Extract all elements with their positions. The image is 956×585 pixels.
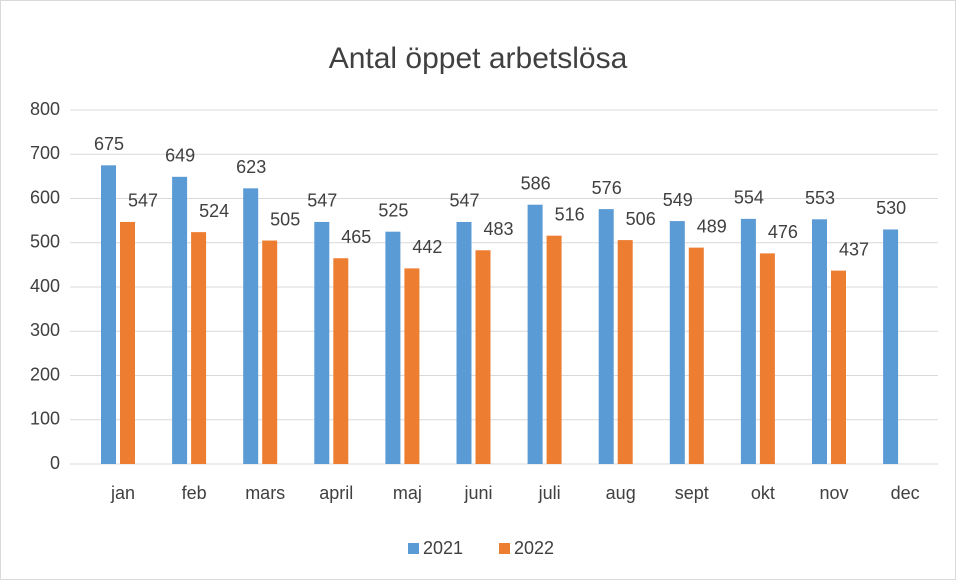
data-label: 437 — [839, 239, 869, 259]
x-tick-label: nov — [819, 483, 848, 503]
data-label: 547 — [128, 191, 158, 211]
data-label: 483 — [483, 219, 513, 239]
data-label: 530 — [876, 198, 906, 218]
y-tick-label: 500 — [30, 232, 60, 252]
x-tick-label: jan — [110, 483, 135, 503]
data-label: 442 — [412, 237, 442, 257]
data-label: 554 — [734, 188, 764, 208]
x-tick-label: maj — [393, 483, 422, 503]
x-tick-label: juni — [463, 483, 492, 503]
data-label: 623 — [236, 157, 266, 177]
bar — [456, 221, 472, 464]
bar — [262, 240, 278, 464]
bar — [120, 221, 135, 464]
x-tick-label: feb — [182, 483, 207, 503]
legend-label: 2021 — [423, 538, 463, 558]
x-tick-label: okt — [751, 483, 775, 503]
bar — [831, 270, 846, 464]
bar — [333, 258, 349, 464]
y-tick-label: 100 — [30, 409, 60, 429]
y-tick-label: 300 — [30, 320, 60, 340]
x-tick-label: sept — [675, 483, 709, 503]
data-label: 675 — [94, 134, 124, 154]
y-tick-label: 700 — [30, 143, 60, 163]
data-label: 649 — [165, 146, 195, 166]
data-label: 516 — [555, 204, 585, 224]
data-label: 465 — [341, 227, 371, 247]
bar — [385, 231, 401, 464]
bar — [404, 268, 420, 464]
data-label: 576 — [592, 178, 622, 198]
data-label: 549 — [663, 190, 693, 210]
y-tick-label: 0 — [50, 453, 60, 473]
data-label: 553 — [805, 188, 835, 208]
x-tick-label: mars — [245, 483, 285, 503]
legend-swatch — [499, 543, 510, 554]
bar — [688, 247, 704, 464]
chart-title: Antal öppet arbetslösa — [329, 42, 628, 75]
data-label: 586 — [521, 173, 551, 193]
x-tick-label: dec — [891, 483, 920, 503]
bar — [475, 250, 491, 464]
bar — [740, 218, 756, 464]
bar — [172, 176, 188, 464]
data-label: 524 — [199, 201, 229, 221]
data-label: 547 — [449, 191, 479, 211]
bar — [812, 219, 827, 464]
x-tick-label: juli — [538, 483, 561, 503]
data-label: 489 — [697, 216, 727, 236]
bar — [598, 209, 614, 464]
x-tick-label: aug — [606, 483, 636, 503]
bar — [759, 253, 775, 464]
data-label: 476 — [768, 222, 798, 242]
y-tick-label: 400 — [30, 276, 60, 296]
data-label: 525 — [378, 200, 408, 220]
bar — [101, 165, 116, 464]
bar — [314, 221, 330, 464]
bar — [883, 229, 899, 464]
bar — [191, 232, 207, 464]
x-tick-label: april — [319, 483, 353, 503]
y-tick-label: 600 — [30, 187, 60, 207]
y-tick-label: 200 — [30, 364, 60, 384]
y-tick-label: 800 — [30, 99, 60, 119]
data-label: 547 — [307, 191, 337, 211]
legend-swatch — [408, 543, 419, 554]
bar — [243, 188, 259, 464]
data-label: 505 — [270, 209, 300, 229]
bar — [617, 240, 633, 464]
data-label: 506 — [626, 209, 656, 229]
bar — [527, 204, 543, 464]
bar — [546, 235, 562, 464]
legend-label: 2022 — [514, 538, 554, 558]
bar — [669, 221, 685, 464]
